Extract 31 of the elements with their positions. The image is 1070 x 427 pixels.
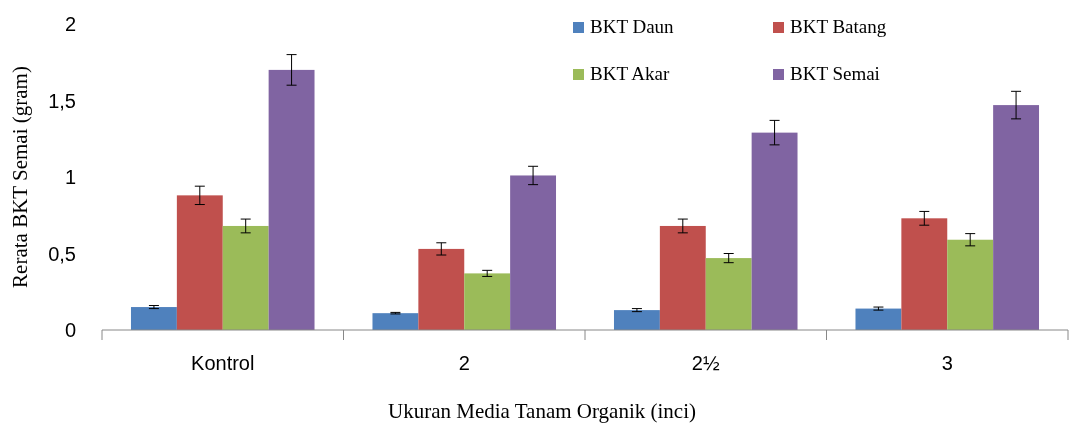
y-axis-title: Rerata BKT Semai (gram) — [8, 66, 32, 288]
bar — [855, 308, 902, 330]
y-tick-label: 2 — [64, 13, 76, 35]
bar — [418, 248, 465, 330]
bar — [222, 225, 269, 330]
x-axis-title: Ukuran Media Tanam Organik (inci) — [388, 399, 696, 423]
bar — [510, 175, 557, 330]
bar — [372, 313, 419, 330]
legend-label: BKT Batang — [790, 16, 887, 37]
legend-label: BKT Akar — [590, 63, 671, 84]
bar — [947, 239, 994, 330]
bar — [705, 258, 752, 330]
legend-label: BKT Semai — [790, 63, 880, 84]
y-tick-label: 0,5 — [48, 242, 76, 265]
y-tick-label: 1,5 — [48, 89, 76, 112]
bar — [993, 105, 1040, 330]
y-tick-label: 1 — [64, 166, 76, 188]
x-tick-label: 2 — [458, 352, 470, 374]
bar — [464, 273, 511, 330]
bar — [901, 218, 948, 330]
bar — [176, 195, 223, 330]
bar — [613, 310, 660, 330]
y-tick-label: 0 — [64, 319, 76, 341]
bar — [130, 307, 177, 330]
bar — [751, 132, 798, 330]
bar — [268, 69, 315, 330]
bar — [659, 225, 706, 330]
legend-label: BKT Daun — [590, 16, 675, 37]
x-tick-label: 2½ — [691, 352, 720, 374]
x-tick-label: Kontrol — [191, 352, 255, 374]
x-tick-label: 3 — [941, 352, 953, 374]
